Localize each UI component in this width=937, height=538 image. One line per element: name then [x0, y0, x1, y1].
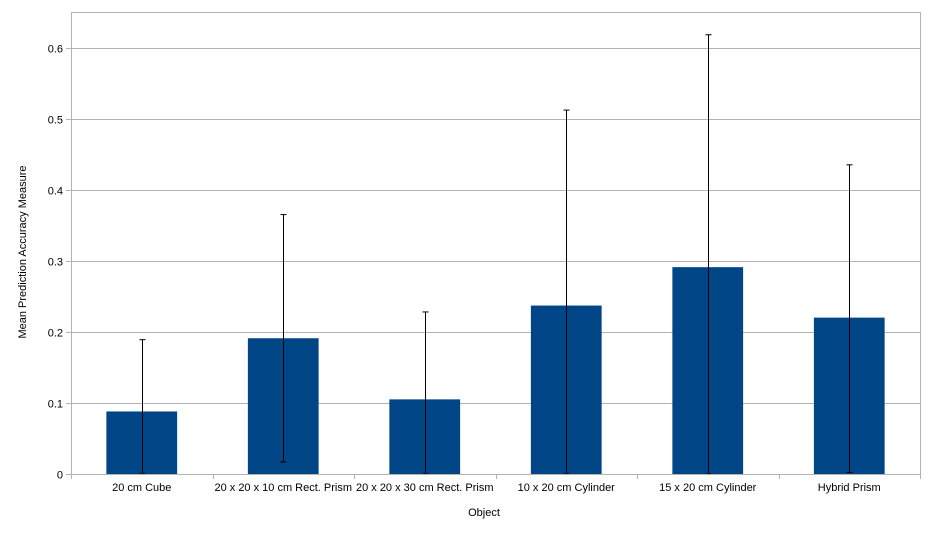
- y-tick-label: 0: [57, 470, 63, 482]
- grid-lines: [71, 12, 921, 474]
- x-axis-title: Object: [468, 507, 500, 519]
- y-axis-tick-labels: 0 0.1 0.2 0.3 0.4 0.5 0.6: [48, 44, 63, 482]
- y-tick-label: 0.1: [48, 399, 63, 411]
- y-tick-label: 0.5: [48, 115, 63, 127]
- x-axis-tick-labels: 20 cm Cube 20 x 20 x 10 cm Rect. Prism 20 …: [112, 482, 881, 494]
- axes: [66, 12, 921, 479]
- x-tick-label: 20 cm Cube: [112, 482, 171, 494]
- y-tick-label: 0.2: [48, 328, 63, 340]
- x-tick-label: 10 x 20 cm Cylinder: [518, 482, 616, 494]
- x-tick-label: 20 x 20 x 10 cm Rect. Prism: [214, 482, 352, 494]
- y-tick-label: 0.3: [48, 257, 63, 269]
- x-tick-label: Hybrid Prism: [818, 482, 881, 494]
- y-axis-title: Mean Prediction Accuracy Measure: [17, 165, 29, 338]
- x-tick-label: 20 x 20 x 30 cm Rect. Prism: [356, 482, 494, 494]
- bar: [672, 267, 744, 474]
- x-tick-label: 15 x 20 cm Cylinder: [659, 482, 757, 494]
- bar: [106, 411, 178, 474]
- y-tick-label: 0.4: [48, 186, 63, 198]
- y-tick-label: 0.6: [48, 44, 63, 56]
- bar: [389, 399, 461, 474]
- error-bars: [139, 34, 853, 475]
- bars: [106, 267, 885, 474]
